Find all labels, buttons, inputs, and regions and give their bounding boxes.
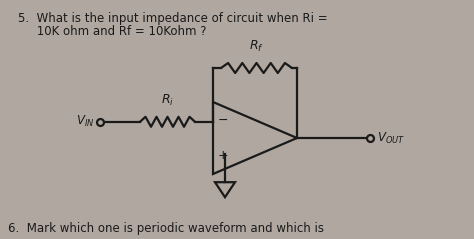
Text: 5.  What is the input impedance of circuit when Ri =: 5. What is the input impedance of circui… xyxy=(18,12,328,25)
Text: $R_f$: $R_f$ xyxy=(249,39,264,54)
Text: −: − xyxy=(218,114,228,127)
Text: +: + xyxy=(218,149,228,162)
Text: 6.  Mark which one is periodic waveform and which is: 6. Mark which one is periodic waveform a… xyxy=(8,222,324,235)
Text: $V_{IN}$: $V_{IN}$ xyxy=(75,114,94,129)
Text: $V_{OUT}$: $V_{OUT}$ xyxy=(377,130,405,146)
Text: $R_i$: $R_i$ xyxy=(161,93,174,108)
Text: 10K ohm and Rf = 10Kohm ?: 10K ohm and Rf = 10Kohm ? xyxy=(18,25,207,38)
